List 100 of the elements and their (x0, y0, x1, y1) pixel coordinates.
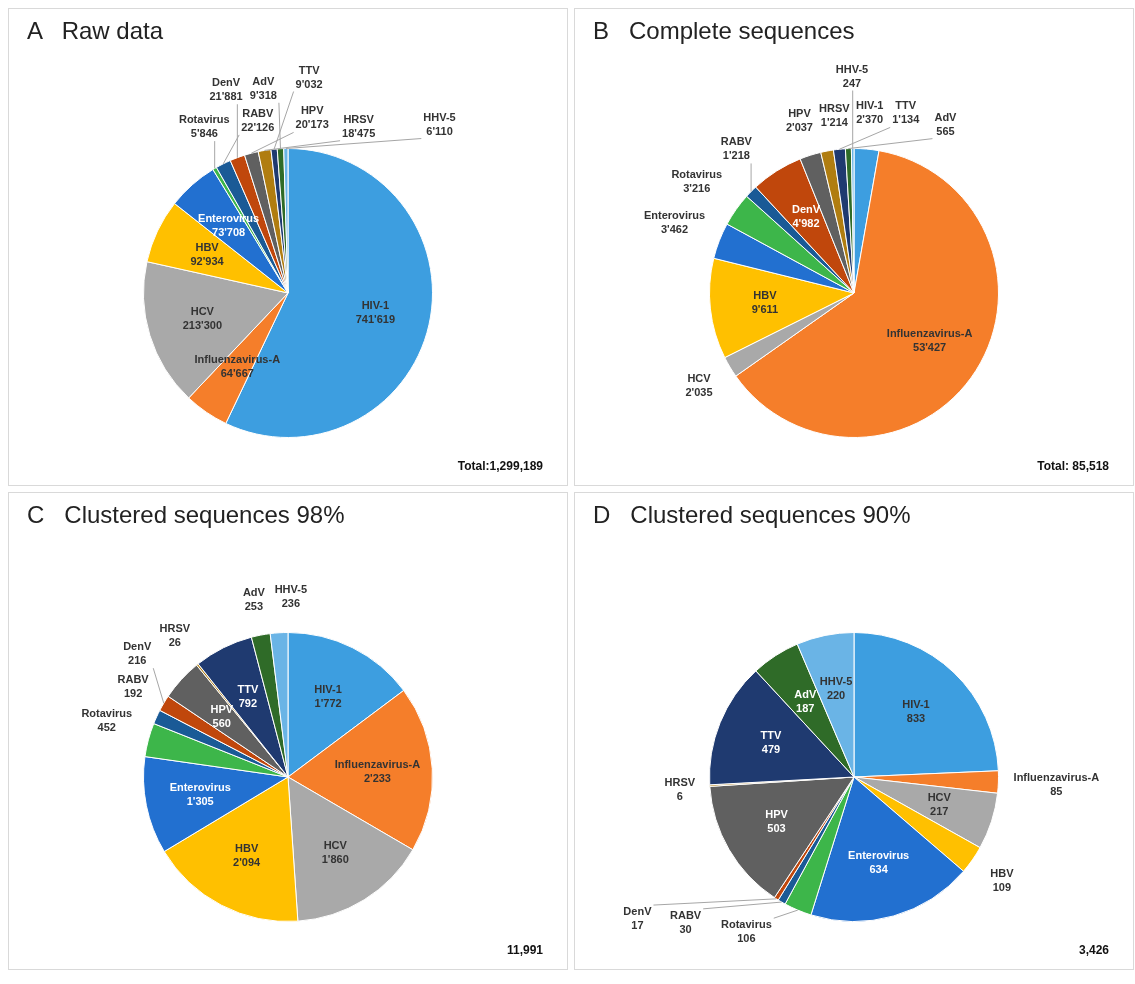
data-label: 9'318 (249, 88, 277, 101)
slice-label: Influenzavirus-A (334, 757, 421, 770)
slice-label: TTV (760, 729, 783, 742)
slice-label: HHV-5 (835, 62, 869, 75)
slice-label: AdV (252, 74, 276, 87)
data-label: 216 (128, 654, 147, 667)
data-label: 85 (1050, 784, 1063, 797)
slice-label: AdV (934, 110, 958, 123)
slice-label: Rotavirus (721, 918, 772, 931)
data-label: 26 (168, 636, 181, 649)
data-label: 2'035 (685, 385, 713, 398)
chart-title: B Complete sequences (592, 16, 856, 46)
data-label: 253 (244, 599, 264, 612)
slice-label: Enterovirus (848, 849, 910, 862)
data-label: 479 (761, 743, 781, 756)
data-label: 6 (676, 789, 683, 802)
slice-label: RABV (720, 135, 753, 148)
data-label: 2'094 (233, 856, 262, 869)
data-label: 1'218 (722, 149, 750, 162)
data-label: 503 (767, 822, 786, 835)
chart-title: D Clustered sequences 90% (592, 500, 912, 530)
slice-label: HBV (753, 288, 778, 301)
text: 11,991 (506, 943, 544, 958)
data-label: 217 (930, 804, 949, 817)
slice-label: HBV (990, 866, 1015, 879)
text: 3,426 (1078, 943, 1110, 958)
data-label: 634 (869, 863, 889, 876)
slice-label: RABV (117, 672, 150, 685)
slice-label: AdV (242, 585, 266, 598)
slice-label: RABV (242, 106, 275, 119)
text: Total:1,299,189 (457, 459, 544, 474)
slice-label: HCV (323, 839, 348, 852)
slice-label: HBV (195, 240, 220, 253)
data-label: 3'462 (660, 223, 689, 236)
slice-label: HPV (765, 808, 789, 821)
data-label: 560 (212, 716, 231, 729)
slice-label: TTV (298, 63, 321, 76)
data-label: 741'619 (355, 312, 396, 325)
data-label: 1'134 (892, 113, 921, 126)
data-label: 20'173 (295, 118, 329, 131)
slice-label: HRSV (819, 101, 851, 114)
slice-label: HCV (927, 790, 952, 803)
data-label: 22'126 (241, 120, 275, 133)
slice-label: TTV (895, 99, 917, 112)
data-label: 30 (679, 922, 692, 935)
data-label: 5'846 (190, 127, 218, 140)
slice-label: DenV (123, 640, 152, 653)
slice-label: HRSV (664, 775, 696, 788)
slice-label: DenV (623, 905, 653, 918)
slice-label: HHV-5 (274, 582, 308, 595)
data-label: 109 (992, 880, 1012, 893)
data-label: 9'611 (751, 302, 779, 315)
slice-label: HIV-1 (361, 298, 390, 311)
data-label: 220 (826, 689, 846, 702)
text: Total: 85,518 (1037, 459, 1110, 474)
chart-title: C Clustered sequences 98% (26, 500, 346, 530)
data-label: 565 (936, 124, 955, 137)
data-label: 1'772 (314, 696, 342, 709)
data-label: 106 (737, 932, 756, 945)
data-label: 17 (631, 919, 644, 932)
data-label: 4'982 (792, 217, 820, 230)
data-label: 1'860 (321, 853, 349, 866)
slice-label: HBV (234, 842, 259, 855)
data-label: 9'032 (295, 77, 323, 90)
slice-label: Rotavirus (178, 113, 230, 126)
data-label: 21'881 (209, 90, 243, 103)
slice-label: Influenzavirus-A (194, 352, 281, 365)
slice-label: TTV (237, 682, 259, 695)
slice-label: Influenzavirus-A (886, 327, 973, 340)
data-label: 2'233 (363, 771, 391, 784)
data-label: 1'214 (820, 115, 849, 128)
data-label: 213'300 (182, 319, 222, 332)
slice-label: HPV (788, 106, 812, 119)
data-label: 187 (796, 701, 815, 714)
slice-label: Enterovirus (169, 780, 231, 793)
data-label: 247 (842, 76, 862, 89)
slice-label: Influenzavirus-A (1013, 770, 1100, 783)
data-label: 18'475 (342, 126, 376, 139)
data-label: 53'427 (913, 341, 947, 354)
data-label: 192 (123, 686, 143, 699)
data-label: 2'037 (785, 120, 813, 133)
slice-label: Rotavirus (671, 167, 723, 180)
data-label: 73'708 (212, 225, 246, 238)
slice-label: HCV (190, 305, 215, 318)
slice-label: HIV-1 (855, 99, 884, 112)
slice-label: HRSV (343, 112, 375, 125)
slice-label: Rotavirus (81, 707, 133, 720)
data-label: 792 (238, 696, 258, 709)
slice-label: RABV (670, 908, 702, 921)
slice-label: HIV-1 (902, 698, 930, 711)
slice-label: Enterovirus (643, 209, 706, 222)
slice-label: AdV (794, 687, 817, 700)
slice-label: HRSV (159, 622, 191, 635)
data-label: 3'216 (683, 181, 711, 194)
slice-label: HHV-5 (423, 110, 456, 123)
slice-label: HCV (687, 371, 712, 384)
slice-label: HHV-5 (819, 675, 853, 688)
chart-title: A Raw data (26, 16, 165, 46)
data-label: 236 (281, 596, 301, 609)
slice-label: HPV (300, 104, 325, 117)
